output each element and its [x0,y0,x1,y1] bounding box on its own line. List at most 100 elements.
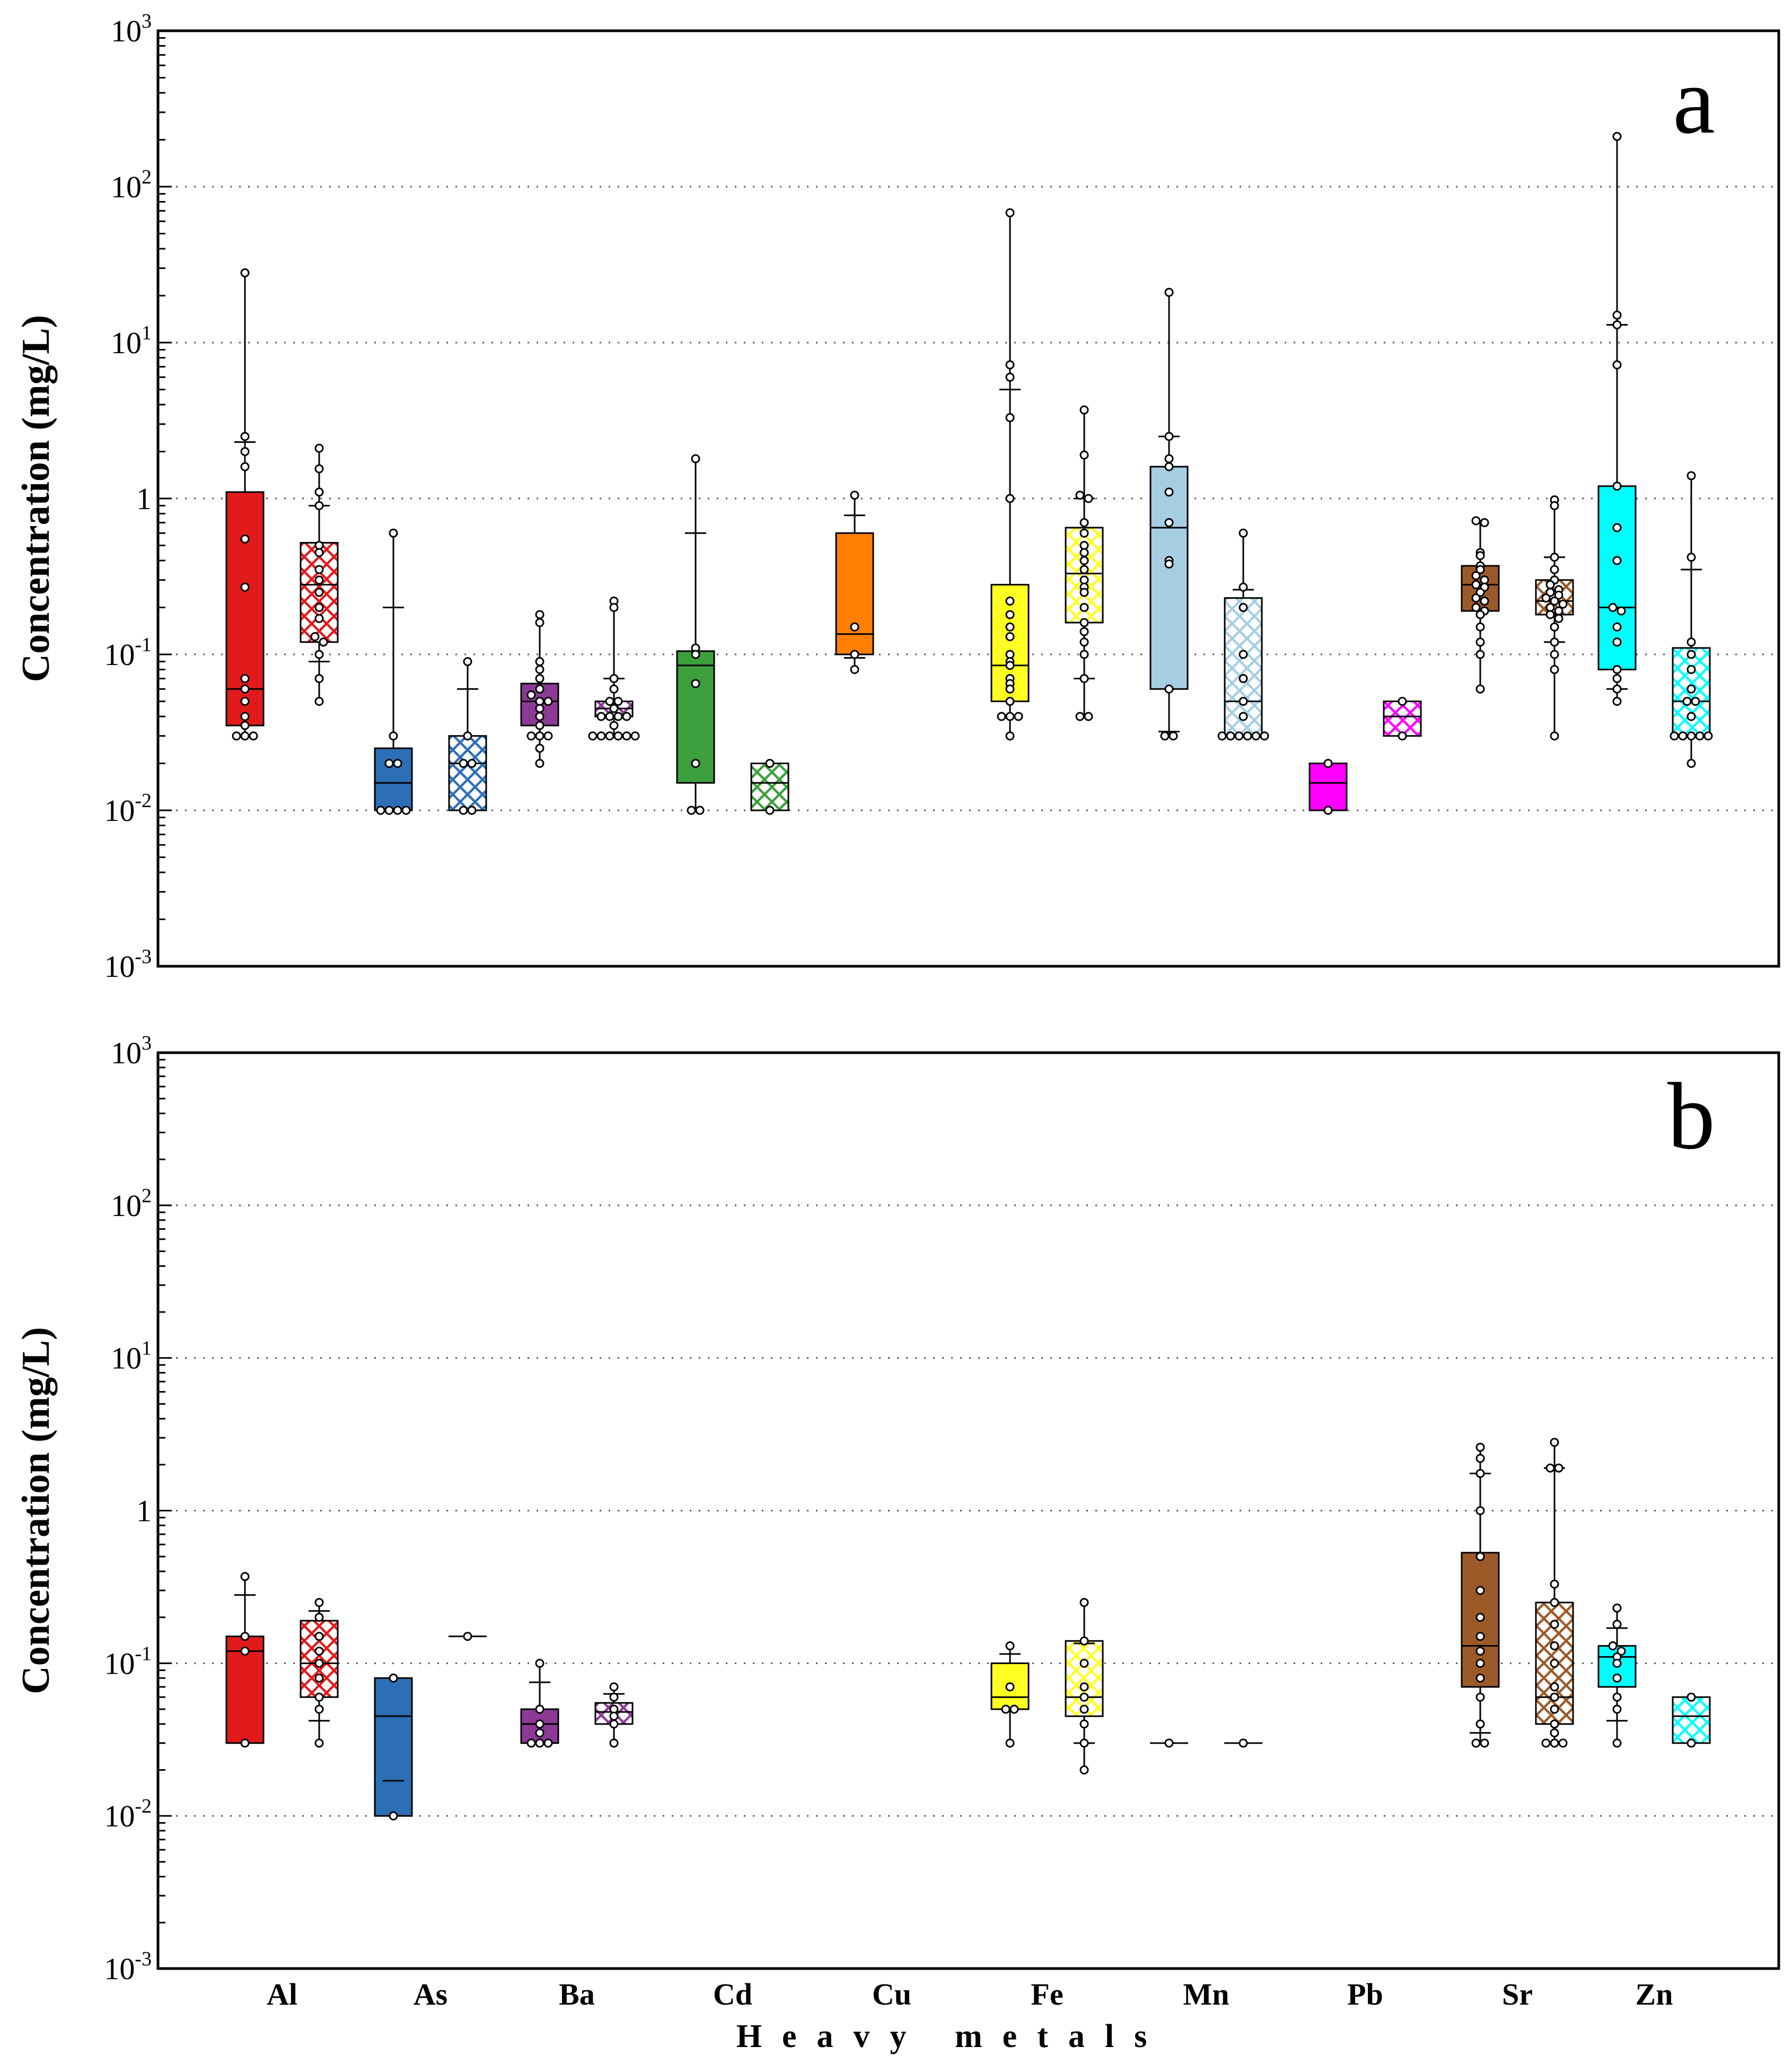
data-point [310,632,320,642]
data-point [240,1632,250,1641]
data-point [1475,1673,1485,1683]
data-point [535,674,544,684]
y-tick-label: 1 [136,1494,152,1528]
data-point [1079,565,1089,574]
data-point [850,491,859,500]
data-point [1079,602,1089,612]
data-point [526,690,536,699]
data-point [240,1647,250,1656]
data-point [622,731,631,741]
y-tick-label: 10-1 [104,634,152,672]
data-point [1475,1552,1485,1561]
data-point [1608,1641,1618,1651]
data-point [1550,731,1559,741]
box-mn-hatched [1217,528,1269,741]
data-point [1238,582,1248,592]
x-category-label: Al [267,1977,297,2011]
data-point [1079,637,1089,647]
data-point [1550,1719,1559,1729]
data-point [384,806,394,815]
data-point [1005,1641,1015,1651]
data-point [1475,1692,1485,1702]
data-point [232,731,241,741]
data-point [1079,627,1089,636]
data-point [1612,482,1622,491]
data-point [1550,565,1559,574]
data-point [314,575,324,585]
box-zn-solid [1597,1603,1637,1748]
data-point [314,1632,324,1641]
data-point [1005,661,1015,670]
data-point [850,622,859,632]
box-al-solid [225,1572,265,1748]
data-point [389,1673,398,1683]
data-point [1079,1738,1089,1748]
y-tick-label: 1 [136,482,152,516]
y-tick-label: 10-3 [104,946,152,984]
data-point [543,1738,553,1748]
y-tick-label: 101 [111,322,152,360]
data-point [1226,731,1235,741]
box-fe-hatched [1065,1598,1104,1775]
data-point [240,731,250,741]
data-point [1005,413,1015,423]
data-point [1475,1454,1485,1463]
data-point [1691,697,1700,706]
data-point [314,1598,324,1607]
box-iqr [1672,1696,1711,1744]
data-point [1164,684,1174,694]
data-point [376,806,385,815]
data-point [1238,1738,1248,1748]
data-point [314,1692,324,1702]
data-point [240,1738,250,1748]
data-point [1164,287,1174,297]
box-iqr [374,747,413,811]
data-point [240,432,250,441]
panel-b: 103 102 101 1 10-1 10-2 10-3 Concentration (mg/… [14,1032,1780,1986]
data-point [1550,1704,1559,1714]
y-tick-label: 103 [111,1032,152,1070]
data-point [1475,551,1485,561]
data-point [314,588,324,597]
box-al-solid [225,268,265,741]
data-point [1164,518,1174,528]
data-point [319,637,328,647]
data-point [1475,1632,1485,1641]
y-tick-label: 10-2 [104,1795,152,1833]
y-tick-label: 10-2 [104,790,152,828]
data-point [1475,1506,1485,1515]
data-point [596,712,606,721]
data-point [1612,674,1622,684]
data-point [1005,610,1015,619]
x-category-label: Sr [1502,1977,1533,2011]
data-point [1550,1658,1559,1668]
data-point [1005,632,1015,642]
data-point [535,1738,544,1748]
data-point [240,721,250,730]
plot-frame [156,29,1780,968]
box-fe-solid [990,208,1030,741]
data-point [1686,637,1696,647]
x-category-label: Fe [1031,1977,1063,2011]
data-point [1079,650,1089,659]
data-point [1079,618,1089,627]
data-point [1612,523,1622,532]
data-point [526,1738,536,1748]
x-category-label: Cd [713,1977,752,2011]
data-point [1005,650,1015,659]
data-point [613,697,623,706]
data-point [393,806,402,815]
data-point [1612,697,1622,706]
data-point [609,602,619,612]
x-category-label: Cu [872,1977,911,2011]
box-iqr [374,1677,413,1817]
data-point [314,548,324,557]
data-point [1480,596,1489,606]
data-point [1238,528,1248,538]
data-point [1234,731,1244,741]
data-point [765,806,775,815]
data-point [1550,1682,1559,1692]
data-point [1686,1738,1696,1748]
data-point [1686,553,1696,562]
data-point [314,1613,324,1622]
